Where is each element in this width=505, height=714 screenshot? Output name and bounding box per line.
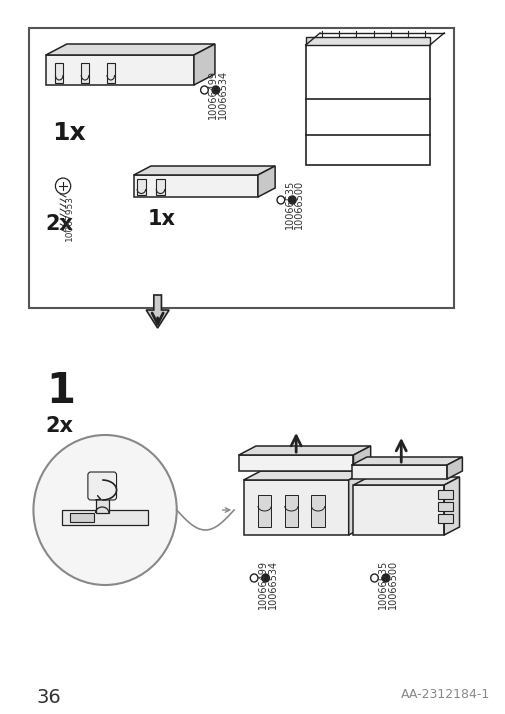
Bar — [62, 510, 148, 525]
Polygon shape — [351, 457, 462, 465]
Polygon shape — [446, 457, 462, 479]
Text: 10066500: 10066500 — [294, 180, 304, 229]
Text: 10067953: 10067953 — [65, 195, 74, 241]
Circle shape — [212, 86, 219, 94]
Text: 2x: 2x — [46, 416, 74, 436]
Text: 10066500: 10066500 — [387, 560, 397, 609]
Bar — [437, 514, 452, 523]
Polygon shape — [133, 175, 258, 197]
Text: 2x: 2x — [46, 214, 74, 234]
Circle shape — [33, 435, 176, 585]
Polygon shape — [243, 480, 348, 535]
Text: 1: 1 — [46, 370, 75, 412]
Polygon shape — [443, 477, 459, 535]
Polygon shape — [46, 55, 193, 85]
Polygon shape — [258, 166, 275, 197]
Polygon shape — [46, 44, 215, 55]
Polygon shape — [136, 179, 146, 195]
Polygon shape — [353, 477, 459, 485]
Bar — [437, 502, 452, 511]
Bar — [258, 495, 271, 527]
Polygon shape — [107, 63, 115, 83]
Polygon shape — [133, 166, 275, 175]
Bar — [95, 498, 109, 513]
FancyBboxPatch shape — [88, 472, 116, 500]
Text: 10066534: 10066534 — [267, 560, 277, 609]
Polygon shape — [156, 179, 165, 195]
Text: AA-2312184-1: AA-2312184-1 — [400, 688, 489, 701]
Polygon shape — [56, 63, 63, 83]
Polygon shape — [243, 471, 365, 480]
Bar — [437, 490, 452, 499]
Bar — [70, 513, 93, 522]
Polygon shape — [351, 465, 446, 479]
Text: 10066534: 10066534 — [217, 70, 227, 119]
Polygon shape — [348, 471, 365, 535]
Text: 1x: 1x — [148, 209, 176, 229]
Text: 1x: 1x — [53, 121, 86, 145]
Bar — [305, 45, 429, 165]
Polygon shape — [353, 446, 370, 471]
Circle shape — [381, 574, 389, 582]
FancyBboxPatch shape — [29, 28, 453, 308]
Bar — [305, 37, 429, 45]
Text: 10066535: 10066535 — [378, 560, 387, 609]
Polygon shape — [353, 485, 443, 535]
Polygon shape — [238, 446, 370, 455]
Polygon shape — [193, 44, 215, 85]
Circle shape — [261, 574, 269, 582]
Polygon shape — [238, 455, 353, 471]
Polygon shape — [146, 295, 169, 328]
Bar — [311, 495, 324, 527]
Text: 10066499: 10066499 — [258, 560, 268, 609]
Circle shape — [288, 196, 295, 204]
Polygon shape — [81, 63, 89, 83]
Text: 10066499: 10066499 — [208, 70, 218, 119]
Bar — [284, 495, 297, 527]
Text: 36: 36 — [36, 688, 61, 707]
Text: 10066535: 10066535 — [284, 180, 294, 229]
